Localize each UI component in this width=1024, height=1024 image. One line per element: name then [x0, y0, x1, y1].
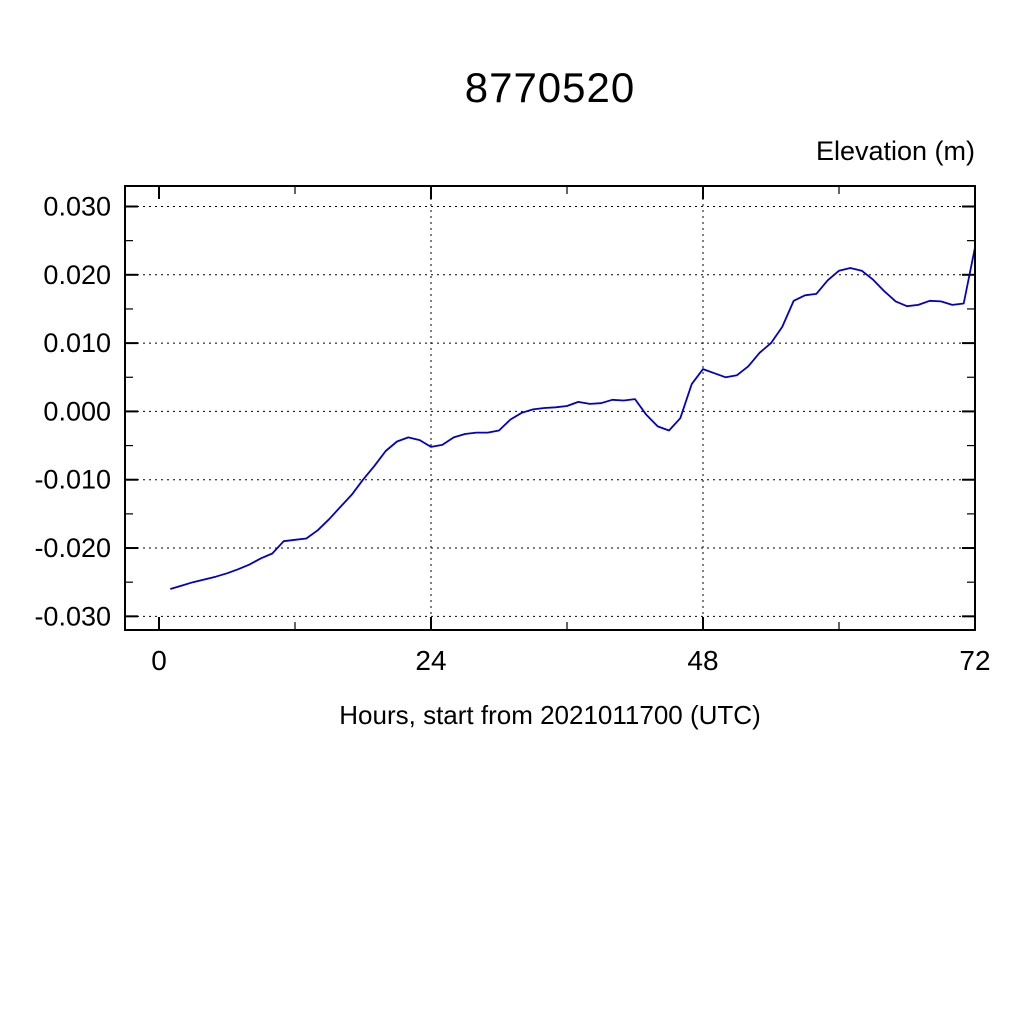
- x-axis-label: Hours, start from 2021011700 (UTC): [339, 700, 761, 730]
- y-axis-unit-label: Elevation (m): [815, 136, 975, 166]
- y-tick-label: -0.020: [34, 533, 111, 563]
- y-tick-label: -0.030: [34, 601, 111, 631]
- x-tick-label: 0: [151, 645, 167, 676]
- y-tick-label: -0.010: [34, 465, 111, 495]
- x-tick-label: 48: [687, 645, 718, 676]
- chart-title: 8770520: [464, 64, 636, 111]
- y-tick-label: 0.000: [43, 396, 111, 426]
- y-tick-label: 0.020: [43, 260, 111, 290]
- y-tick-label: 0.030: [43, 191, 111, 221]
- x-tick-label: 24: [415, 645, 446, 676]
- elevation-series-line: [170, 247, 976, 590]
- x-tick-label: 72: [959, 645, 990, 676]
- plot-frame: [124, 185, 976, 631]
- y-tick-label: 0.010: [43, 328, 111, 358]
